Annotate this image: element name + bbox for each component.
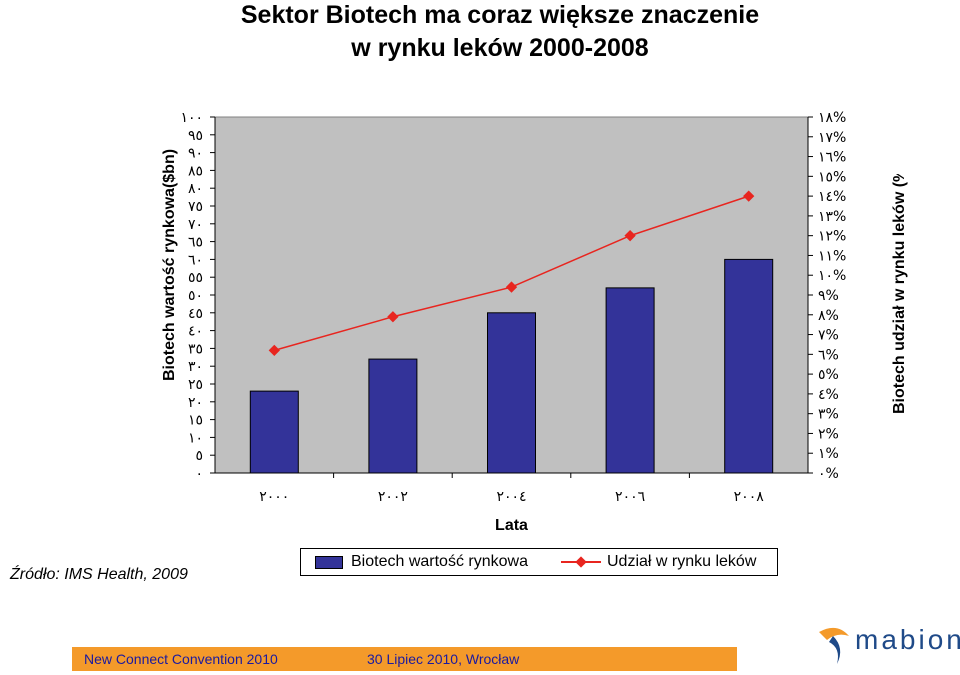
y-tick-label-left: ١٠٠	[180, 110, 203, 126]
y-tick-label-right: ١٣%	[818, 209, 846, 225]
y-tick-label-left: ١٥	[188, 413, 203, 429]
y-tick-label-right: ١٢%	[818, 229, 846, 245]
bar	[724, 258, 774, 474]
y-tick-label-left: ٥٥	[188, 270, 203, 286]
mabion-logo: mabion	[815, 618, 960, 668]
line-point	[743, 190, 755, 202]
x-tick-label: ٢٠٠٢	[378, 489, 408, 505]
y-tick-label-right: ٧%	[818, 328, 839, 344]
y-tick-label-right: ١٠%	[818, 268, 846, 284]
y-tick-label-left: ٨٠	[188, 181, 203, 197]
y-tick-label-left: ٩٠	[188, 146, 203, 162]
footer-bar: New Connect Convention 2010 30 Lipiec 20…	[72, 647, 737, 671]
y-axis-label-left: Biotech wartość rynkowa($bn)	[159, 149, 181, 381]
y-tick-label-right: ١٤%	[818, 189, 846, 205]
y-tick-label-right: ١٥%	[818, 169, 846, 185]
footer-event: New Connect Convention 2010	[84, 651, 278, 667]
chart-legend: Biotech wartość rynkowa Udział w rynku l…	[300, 548, 778, 576]
x-tick-label: ٢٠٠٤	[496, 489, 526, 505]
y-tick-label-left: ٥٠	[188, 288, 203, 304]
y-tick-label-left: ٧٥	[188, 199, 203, 215]
y-tick-label-right: ٠%	[818, 466, 839, 482]
y-tick-label-right: ٩%	[818, 288, 839, 304]
y-axis-label-left-text: Biotech wartość rynkowa($bn)	[161, 148, 178, 381]
bar	[487, 312, 536, 474]
legend-swatch-line	[561, 556, 601, 568]
y-tick-label-left: ٩٥	[188, 128, 203, 144]
y-tick-label-left: ٥	[195, 448, 203, 464]
legend-label-line: Udział w rynku leków	[607, 553, 757, 570]
line-point	[624, 230, 636, 242]
y-tick-label-left: ٤٥	[188, 306, 203, 322]
bar	[249, 390, 299, 474]
chart-subtitle: w rynku leków 2000-2008	[351, 34, 649, 62]
footer-date: 30 Lipiec 2010, Wrocław	[367, 651, 520, 667]
bar	[368, 358, 418, 474]
y-tick-label-right: ٦%	[818, 347, 839, 363]
y-tick-label-left: ٦٠	[188, 252, 203, 268]
line-point	[268, 344, 280, 357]
legend-item-line: Udział w rynku leków	[559, 553, 756, 571]
x-tick-label: ٢٠٠٠	[259, 489, 289, 505]
y-tick-label-left: ٧٠	[188, 217, 203, 233]
legend-swatch-bars	[315, 555, 343, 569]
x-axis-label: Lata	[495, 517, 528, 534]
y-tick-label-right: ٢%	[818, 426, 839, 442]
logo-text: mabion	[855, 624, 960, 655]
x-tick-label: ٢٠٠٨	[734, 489, 765, 505]
y-tick-label-right: ١٦%	[818, 150, 846, 166]
y-tick-label-right: ١%	[818, 446, 839, 462]
y-tick-label-left: ٠	[195, 466, 203, 482]
chart-title: Sektor Biotech ma coraz większe znaczeni…	[240, 1, 760, 29]
y-tick-label-left: ٢٥	[188, 377, 203, 393]
y-tick-label-left: ٣٠	[188, 359, 203, 375]
line-point	[387, 311, 399, 323]
line-point	[505, 281, 518, 293]
y-tick-label-right: ١٧%	[818, 130, 846, 146]
y-tick-label-left: ١٠	[188, 430, 203, 446]
y-tick-label-right: ٨%	[818, 308, 839, 324]
bar	[605, 287, 655, 474]
y-tick-label-right: ٥%	[818, 367, 839, 383]
y-tick-label-left: ٨٥	[188, 163, 203, 179]
legend-item-bars: Biotech wartość rynkowa	[315, 553, 528, 571]
y-tick-label-left: ٣٥	[188, 341, 203, 357]
y-axis-label-right-text: Biotech udział w rynku leków (%)	[891, 174, 908, 414]
source-note: Źródło: IMS Health, 2009	[10, 566, 188, 583]
legend-label-bars: Biotech wartość rynkowa	[351, 553, 528, 570]
y-tick-label-right: ١٨%	[818, 110, 846, 126]
y-tick-label-left: ٤٠	[188, 324, 203, 340]
y-tick-label-left: ٦٥	[188, 235, 203, 251]
y-tick-label-right: ٣%	[818, 407, 839, 423]
y-axis-label-right: Biotech udział w rynku leków (%)	[891, 174, 909, 414]
x-tick-label: ٢٠٠٦	[615, 489, 645, 505]
y-tick-label-left: ٢٠	[188, 395, 203, 411]
y-tick-label-right: ٤%	[818, 387, 839, 403]
y-tick-label-right: ١١%	[818, 248, 846, 264]
mabion-swoosh-icon	[819, 627, 849, 664]
